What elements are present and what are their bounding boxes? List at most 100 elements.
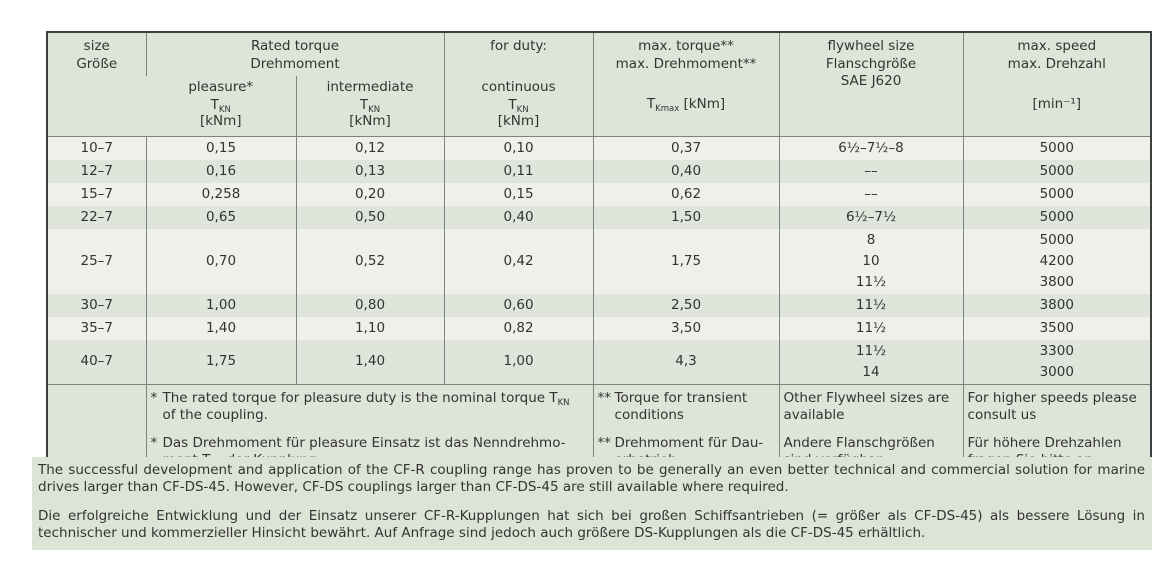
header-max-torque: max. torque** max. Drehmoment** TKmax [k… <box>592 32 780 136</box>
table-body: 10–7 0,15 0,12 0,10 0,37 6½–7½–8 5000 12–7 0,16 0… <box>47 135 1152 384</box>
cell-continuous-torque: 0,82 <box>443 316 594 340</box>
header-flywheel-de: Flanschgröße <box>825 55 917 72</box>
cell-continuous-torque: 0,11 <box>443 159 594 183</box>
header-for-duty: for duty: <box>443 32 594 76</box>
cell-max-speed: 3300 3000 <box>962 339 1152 384</box>
header-rated-torque: Rated torque Drehmoment <box>145 32 445 76</box>
table-row: 30–7 1,00 0,80 0,60 2,50 11½ 3800 <box>47 293 1152 317</box>
cell-intermediate-torque: 0,13 <box>295 159 445 183</box>
header-max-speed-en: max. speed <box>1017 38 1097 54</box>
table-header: size Größe Rated torque Drehmoment for d… <box>47 32 1152 136</box>
cell-size: 30–7 <box>47 293 146 317</box>
cell-continuous-torque: 0,42 <box>443 228 594 294</box>
header-max-torque-en: max. torque** <box>638 38 734 54</box>
table-row: 12–7 0,16 0,13 0,11 0,40 –– 5000 <box>47 159 1152 183</box>
table-row: 25–7 0,70 0,52 0,42 1,75 8 10 11½ 5000 4200 3800 <box>47 228 1152 294</box>
cell-intermediate-torque: 0,20 <box>295 182 445 206</box>
cell-continuous-torque: 0,15 <box>443 182 594 206</box>
header-flywheel-standard: SAE J620 <box>840 73 902 89</box>
cell-size: 10–7 <box>47 135 146 160</box>
asterisk-marker: * <box>150 389 158 406</box>
header-row-2: pleasure* TKN [kNm] intermediate TKN [kN… <box>47 76 1151 136</box>
header-flywheel-en: flywheel size <box>827 38 915 54</box>
header-row-1: size Größe Rated torque Drehmoment for d… <box>47 32 1152 136</box>
header-max-torque-de: max. Drehmoment** <box>615 55 757 72</box>
header-size-en: size <box>83 38 110 54</box>
header-pleasure-unit: [kNm] <box>199 112 242 129</box>
table-row: 22–7 0,65 0,50 0,40 1,50 6½–7½ 5000 <box>47 205 1152 229</box>
cell-max-speed: 3500 <box>962 316 1152 340</box>
bottom-note-en: The successful development and applicati… <box>38 462 1145 495</box>
header-duty-intermediate-label: intermediate <box>326 79 414 95</box>
cell-flywheel-size: 6½–7½–8 <box>778 135 964 160</box>
cell-max-speed: 5000 <box>962 159 1152 183</box>
header-intermediate-symbol: TKN <box>359 96 381 115</box>
cell-max-speed: 5000 4200 3800 <box>962 228 1152 294</box>
cell-max-torque: 0,40 <box>592 159 780 183</box>
header-flywheel: flywheel size Flanschgröße SAE J620 <box>778 32 964 136</box>
footnote-rated-torque-en: * The rated torque for pleasure duty is … <box>150 389 570 423</box>
bottom-notes: The successful development and applicati… <box>32 457 1152 550</box>
table-row: 35–7 1,40 1,10 0,82 3,50 11½ 3500 <box>47 316 1152 340</box>
specs-table: size Größe Rated torque Drehmoment for d… <box>46 31 1153 477</box>
footnote-speed-en: For higher speeds please consult us <box>967 389 1137 423</box>
cell-continuous-torque: 1,00 <box>443 339 594 384</box>
cell-intermediate-torque: 0,50 <box>295 205 445 229</box>
cell-max-torque: 0,62 <box>592 182 780 206</box>
cell-max-torque: 4,3 <box>592 339 780 384</box>
cell-size: 25–7 <box>47 228 146 294</box>
cell-size: 15–7 <box>47 182 146 206</box>
cell-intermediate-torque: 1,40 <box>295 339 445 384</box>
cell-pleasure-torque: 1,00 <box>145 293 296 317</box>
asterisk-marker: * <box>150 434 158 451</box>
cell-pleasure-torque: 0,70 <box>145 228 296 294</box>
header-continuous-symbol: TKN <box>508 96 529 115</box>
header-max-torque-symbol: TKmax [kNm] <box>646 96 726 114</box>
cell-flywheel-size: 6½–7½ <box>778 205 964 229</box>
header-max-speed-unit: [min⁻¹] <box>1032 96 1082 112</box>
cell-flywheel-size: 11½ <box>778 293 964 317</box>
cell-max-torque: 0,37 <box>592 135 780 160</box>
double-asterisk-marker: ** <box>597 434 612 451</box>
header-duty-pleasure-label: pleasure* <box>188 79 254 95</box>
footnote-flywheel-en: Other Flywheel sizes are available <box>783 389 950 423</box>
table-row: 10–7 0,15 0,12 0,10 0,37 6½–7½–8 5000 <box>47 135 1152 160</box>
header-continuous-unit: [kNm] <box>497 112 540 129</box>
header-duty-continuous: continuous TKN [kNm] <box>443 76 594 136</box>
header-duty-intermediate: intermediate TKN [kNm] <box>295 76 445 136</box>
cell-max-speed: 5000 <box>962 205 1152 229</box>
header-duty-continuous-label: continuous <box>481 79 556 95</box>
cell-flywheel-size: 8 10 11½ <box>778 228 964 294</box>
cell-size: 12–7 <box>47 159 146 183</box>
cell-max-torque: 1,50 <box>592 205 780 229</box>
header-for-duty-label: for duty: <box>490 38 547 54</box>
cell-flywheel-size: –– <box>778 159 964 183</box>
header-size-de: Größe <box>76 55 118 72</box>
cell-pleasure-torque: 0,65 <box>145 205 296 229</box>
cell-continuous-torque: 0,40 <box>443 205 594 229</box>
cell-pleasure-torque: 1,75 <box>145 339 296 384</box>
table-row: 40–7 1,75 1,40 1,00 4,3 11½ 14 3300 3000 <box>47 339 1152 384</box>
header-rated-torque-de: Drehmoment <box>250 55 340 72</box>
cell-pleasure-torque: 1,40 <box>145 316 296 340</box>
bottom-note-de: Die erfolgreiche Entwicklung und der Ein… <box>38 508 1145 541</box>
cell-size: 35–7 <box>47 316 146 340</box>
cell-continuous-torque: 0,10 <box>443 135 594 160</box>
header-rated-torque-en: Rated torque <box>250 38 340 54</box>
cell-max-speed: 5000 <box>962 135 1152 160</box>
header-size: size Größe <box>47 32 146 136</box>
cell-continuous-torque: 0,60 <box>443 293 594 317</box>
cell-max-torque: 2,50 <box>592 293 780 317</box>
cell-flywheel-size: 11½ 14 <box>778 339 964 384</box>
cell-max-speed: 5000 <box>962 182 1152 206</box>
cell-max-torque: 3,50 <box>592 316 780 340</box>
cell-max-torque: 1,75 <box>592 228 780 294</box>
cell-intermediate-torque: 1,10 <box>295 316 445 340</box>
double-asterisk-marker: ** <box>597 389 612 406</box>
cell-max-speed: 3800 <box>962 293 1152 317</box>
cell-size: 22–7 <box>47 205 146 229</box>
cell-intermediate-torque: 0,12 <box>295 135 445 160</box>
cell-pleasure-torque: 0,15 <box>145 135 296 160</box>
cell-pleasure-torque: 0,258 <box>145 182 296 206</box>
header-duty-pleasure: pleasure* TKN [kNm] <box>146 76 296 136</box>
